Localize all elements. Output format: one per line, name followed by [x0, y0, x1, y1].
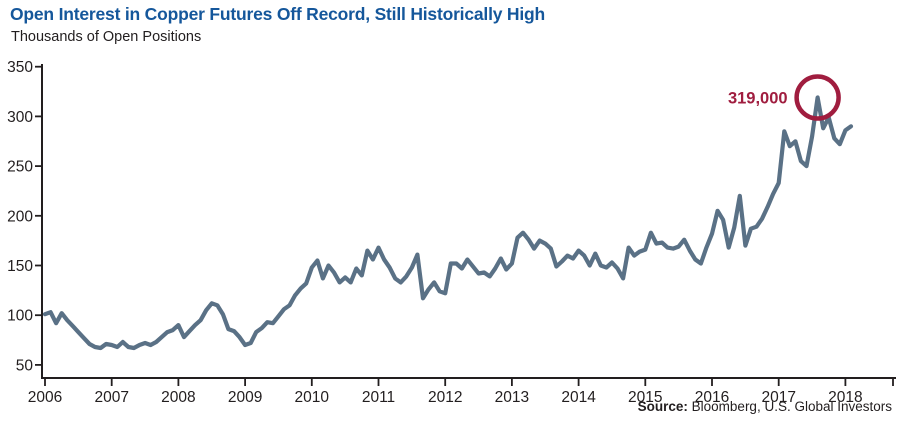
x-tick-label: 2010: [295, 389, 330, 406]
x-tick-label: 2011: [362, 389, 395, 406]
y-tick-label: 100: [7, 308, 33, 325]
y-tick-label: 200: [7, 208, 33, 225]
record-label: 319,000: [728, 90, 788, 108]
open-interest-line: [42, 95, 854, 351]
record-circle: [794, 74, 841, 121]
y-tick-label: 150: [7, 258, 33, 275]
chart-subtitle: Thousands of Open Positions: [11, 29, 202, 45]
y-tick-label: 250: [7, 159, 33, 176]
x-tick-label: 2018: [828, 389, 862, 406]
x-tick-label: 2009: [228, 389, 262, 406]
x-tick-label: 2015: [628, 389, 662, 406]
source-line: Source: Bloomberg, U.S. Global Investors: [638, 399, 892, 414]
x-tick-label: 2007: [94, 389, 128, 406]
x-tick-label: 2006: [28, 389, 62, 406]
x-tick-label: 2013: [495, 389, 529, 406]
y-tick-label: 350: [7, 59, 33, 76]
x-tick-label: 2012: [428, 389, 462, 406]
source-text: Bloomberg, U.S. Global Investors: [687, 399, 892, 414]
x-tick-label: 2017: [761, 389, 795, 406]
x-tick-label: 2014: [561, 389, 596, 406]
chart-title: Open Interest in Copper Futures Off Reco…: [10, 4, 546, 24]
x-tick-label: 2016: [695, 389, 729, 406]
y-tick-label: 50: [16, 357, 34, 374]
x-tick-label: 2008: [161, 389, 195, 406]
y-tick-label: 300: [7, 109, 33, 126]
source-label: Source:: [637, 399, 688, 414]
